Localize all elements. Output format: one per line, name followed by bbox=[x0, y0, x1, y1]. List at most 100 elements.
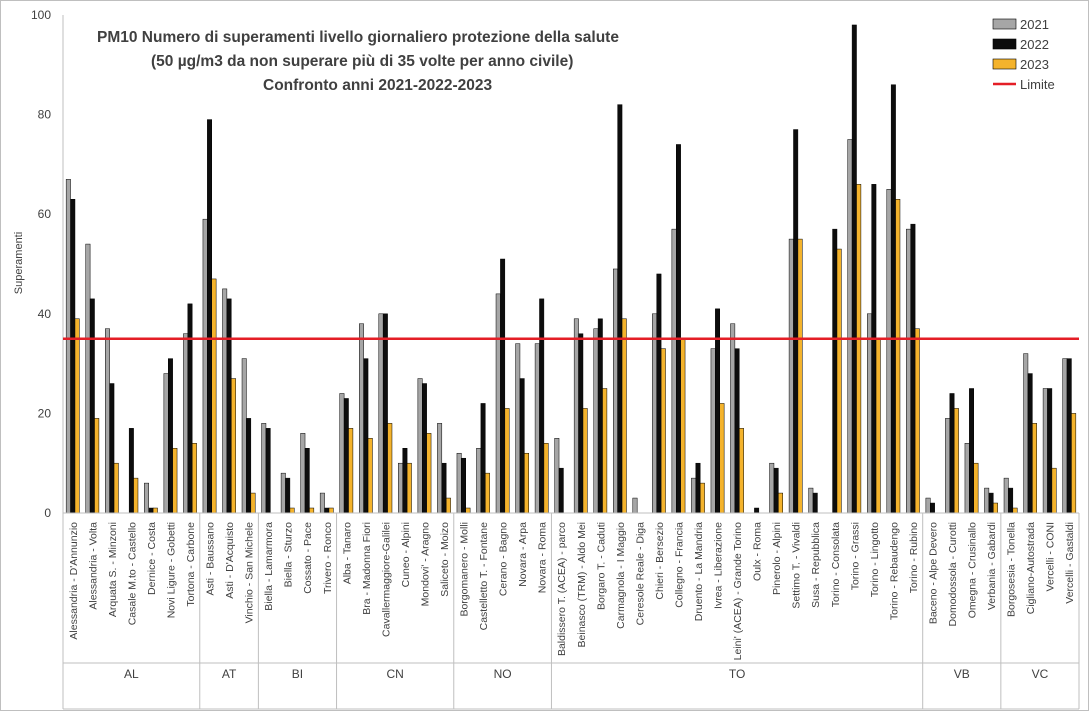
station-label: Novara - Roma bbox=[537, 522, 549, 593]
bar-2022 bbox=[324, 507, 330, 514]
bar-2022 bbox=[128, 428, 134, 514]
bar-2021 bbox=[632, 497, 638, 514]
bar-2023 bbox=[348, 428, 354, 514]
bar-2021 bbox=[906, 228, 911, 514]
bar-2022 bbox=[793, 129, 799, 514]
station-label: Leini' (ACEA) - Grande Torino bbox=[732, 522, 744, 661]
chart-title-line-1: PM10 Numero di superamenti livello giorn… bbox=[97, 29, 619, 46]
legend-label-2022: 2022 bbox=[1020, 37, 1049, 52]
bar-2021 bbox=[945, 418, 951, 514]
bar-2021 bbox=[1003, 477, 1009, 514]
legend-label-2023: 2023 bbox=[1020, 57, 1049, 72]
bar-2022 bbox=[1047, 388, 1053, 514]
station-label: Trivero - Ronco bbox=[322, 522, 334, 594]
bar-2023 bbox=[1051, 467, 1057, 514]
bar-2022 bbox=[480, 403, 486, 514]
bar-2022 bbox=[422, 383, 427, 514]
bar-2023 bbox=[680, 338, 686, 514]
group-label: TO bbox=[729, 667, 745, 681]
bar-2023 bbox=[524, 452, 529, 514]
bar-2021 bbox=[886, 189, 892, 514]
station-label: Omegna - Crusinallo bbox=[967, 522, 979, 618]
bar-2021 bbox=[964, 443, 970, 514]
bar-2022 bbox=[500, 258, 506, 514]
station-label: Alba - Tanaro bbox=[341, 522, 353, 584]
bar-2023 bbox=[699, 482, 705, 514]
bar-2022 bbox=[832, 228, 838, 514]
bar-2023 bbox=[797, 238, 803, 514]
bar-2022 bbox=[461, 457, 466, 514]
bar-2022 bbox=[382, 313, 388, 514]
station-label: Vercelli - Gastaldi bbox=[1064, 522, 1076, 604]
station-label: Novara - Arpa bbox=[517, 522, 529, 587]
bar-2021 bbox=[261, 423, 267, 514]
station-label: Pinerolo - Alpini bbox=[771, 522, 783, 595]
station-label: Cavallermaggiore-Galilei bbox=[380, 522, 392, 637]
bar-2021 bbox=[867, 313, 872, 514]
station-label: Alessandria - D'Annunzio bbox=[68, 522, 80, 640]
bar-2023 bbox=[289, 507, 295, 514]
group-label: BI bbox=[292, 667, 303, 681]
bar-2021 bbox=[456, 452, 462, 514]
bar-2022 bbox=[578, 333, 584, 514]
bar-2021 bbox=[437, 423, 443, 514]
bar-2023 bbox=[485, 472, 490, 514]
bar-2023 bbox=[367, 438, 373, 514]
bar-2023 bbox=[660, 348, 666, 514]
bar-2022 bbox=[949, 393, 955, 514]
station-label: Cerano - Bagno bbox=[498, 522, 510, 596]
station-label: Novi Ligure - Gobetti bbox=[165, 522, 177, 618]
station-label: Biella - Lamarmora bbox=[263, 522, 275, 611]
bar-2023 bbox=[94, 418, 100, 514]
station-label: Vinchio - San Michele bbox=[244, 522, 256, 624]
bar-2021 bbox=[144, 482, 149, 514]
station-label: Chieri - Bersezio bbox=[654, 522, 666, 600]
bar-2023 bbox=[113, 462, 119, 514]
bar-2021 bbox=[925, 497, 931, 514]
bar-2022 bbox=[812, 492, 818, 514]
chart-title-line-3: Confronto anni 2021-2022-2023 bbox=[263, 77, 493, 94]
bar-2022 bbox=[246, 418, 252, 514]
bar-2021 bbox=[847, 139, 853, 514]
bar-2023 bbox=[211, 278, 217, 514]
station-label: Carmagnola - I Maggio bbox=[615, 522, 627, 629]
station-label: Torino - Rubino bbox=[908, 522, 920, 593]
bar-2023 bbox=[152, 507, 158, 514]
bar-2021 bbox=[300, 433, 306, 514]
bar-2022 bbox=[890, 84, 896, 514]
bar-2022 bbox=[207, 119, 212, 514]
bar-2021 bbox=[339, 393, 345, 514]
bar-2021 bbox=[1023, 353, 1029, 514]
bar-2021 bbox=[1062, 358, 1068, 514]
bar-2023 bbox=[875, 338, 881, 514]
bar-2021 bbox=[1042, 388, 1048, 514]
bar-2022 bbox=[969, 388, 974, 514]
station-label: Domodossola - Curotti bbox=[947, 522, 959, 626]
station-label: Cossato - Pace bbox=[302, 522, 314, 594]
x-axis-labels: Alessandria - D'Annunzio Alessandria - Vo… bbox=[68, 522, 1076, 661]
bar-2021 bbox=[280, 472, 286, 514]
bar-2021 bbox=[359, 323, 364, 514]
bar-2022 bbox=[1008, 487, 1014, 514]
station-label: Alessandria - Volta bbox=[87, 522, 99, 610]
bar-2021 bbox=[241, 358, 247, 514]
bar-2023 bbox=[406, 462, 412, 514]
bar-2022 bbox=[402, 448, 408, 514]
bar-2023 bbox=[426, 433, 432, 514]
bar-2022 bbox=[695, 462, 701, 514]
bar-2022 bbox=[70, 199, 76, 514]
bar-2023 bbox=[172, 448, 178, 514]
station-label: Tortona - Carbone bbox=[185, 522, 197, 607]
y-tick-label: 20 bbox=[38, 406, 52, 420]
bar-2023 bbox=[856, 184, 862, 514]
bar-2022 bbox=[109, 383, 115, 514]
bar-2021 bbox=[222, 288, 228, 514]
bar-2023 bbox=[993, 502, 998, 514]
bar-2021 bbox=[378, 313, 384, 514]
station-label: Druento - La Mandria bbox=[693, 522, 705, 621]
group-label: VB bbox=[954, 667, 970, 681]
bar-2021 bbox=[495, 293, 501, 514]
bar-2021 bbox=[652, 313, 657, 514]
bar-2022 bbox=[363, 358, 369, 514]
